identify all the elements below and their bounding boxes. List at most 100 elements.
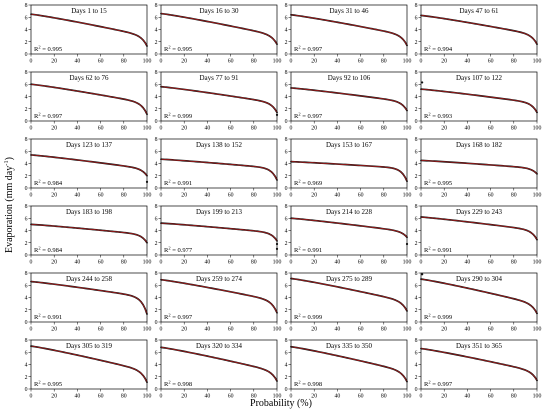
- x-tick-label: 60: [488, 327, 494, 333]
- y-tick-label: 0: [285, 186, 288, 192]
- panel-frame: [290, 71, 408, 122]
- observed-series: [160, 158, 278, 181]
- x-tick-label: 0: [30, 260, 33, 266]
- fitted-series: [420, 216, 538, 240]
- x-tick-label: 100: [273, 260, 282, 266]
- x-tick-label: 40: [205, 193, 211, 199]
- r-squared-label: R2 = 0.984: [34, 179, 63, 188]
- r-squared-label: R2 = 0.977: [164, 246, 193, 255]
- outlier-point: [421, 81, 424, 84]
- x-tick-label: 40: [75, 327, 81, 333]
- y-tick-label: 2: [25, 107, 28, 113]
- fitted-series: [290, 346, 408, 382]
- y-tick-label: 2: [415, 308, 418, 314]
- x-tick-label: 0: [290, 394, 293, 400]
- x-tick-label: 40: [465, 126, 471, 132]
- y-tick-label: 8: [155, 271, 158, 277]
- panel-frame: [290, 205, 408, 256]
- fitted-series: [30, 13, 148, 47]
- x-tick-label: 80: [121, 126, 127, 132]
- y-tick-label: 0: [415, 253, 418, 259]
- x-tick-label: 20: [51, 59, 57, 65]
- r-squared-label: R2 = 0.969: [294, 179, 322, 188]
- x-tick-label: 60: [488, 260, 494, 266]
- x-tick-label: 0: [30, 59, 33, 65]
- y-tick-label: 4: [25, 229, 28, 235]
- x-tick-label: 60: [98, 260, 104, 266]
- x-tick-label: 20: [441, 59, 447, 65]
- x-tick-label: 40: [335, 193, 341, 199]
- y-tick-label: 0: [155, 387, 158, 393]
- y-tick-label: 0: [155, 52, 158, 58]
- y-tick-label: 4: [25, 162, 28, 168]
- observed-series: [160, 222, 278, 242]
- panel-frame: [30, 138, 148, 189]
- x-tick-label: 40: [75, 394, 81, 400]
- r-squared-label: R2 = 0.995: [34, 380, 62, 389]
- y-tick-label: 6: [285, 283, 288, 289]
- x-tick-label: 80: [511, 327, 517, 333]
- x-tick-label: 60: [358, 193, 364, 199]
- panel-frame: [160, 205, 278, 256]
- x-tick-label: 20: [311, 59, 317, 65]
- x-tick-label: 60: [228, 193, 234, 199]
- y-tick-label: 6: [25, 149, 28, 155]
- x-tick-label: 100: [273, 394, 282, 400]
- y-tick-label: 6: [285, 149, 288, 155]
- fitted-series: [290, 161, 408, 182]
- x-tick-label: 60: [358, 126, 364, 132]
- x-tick-label: 0: [290, 327, 293, 333]
- y-tick-label: 6: [415, 350, 418, 356]
- panel-title: Days 16 to 30: [199, 7, 239, 15]
- panel-title: Days 259 to 274: [196, 275, 243, 283]
- y-tick-label: 8: [155, 70, 158, 76]
- x-tick-label: 60: [228, 59, 234, 65]
- x-tick-label: 80: [121, 59, 127, 65]
- y-tick-label: 2: [155, 107, 158, 113]
- r-squared-label: R2 = 0.993: [424, 112, 452, 121]
- y-tick-label: 6: [285, 15, 288, 21]
- x-tick-label: 0: [160, 126, 163, 132]
- x-tick-label: 0: [30, 126, 33, 132]
- fitted-series: [290, 14, 408, 46]
- y-tick-label: 8: [285, 3, 288, 9]
- fitted-series: [160, 222, 278, 242]
- y-tick-label: 0: [155, 253, 158, 259]
- observed-series: [420, 278, 538, 315]
- panel-title: Days 123 to 137: [66, 141, 113, 149]
- y-tick-label: 8: [25, 338, 28, 344]
- x-tick-label: 100: [403, 193, 412, 199]
- x-tick-label: 40: [205, 327, 211, 333]
- y-tick-label: 2: [25, 308, 28, 314]
- x-tick-label: 0: [30, 327, 33, 333]
- panel-title: Days 214 to 228: [326, 208, 373, 216]
- panel-frame: [420, 339, 538, 390]
- y-tick-label: 2: [155, 174, 158, 180]
- y-tick-label: 6: [285, 350, 288, 356]
- y-tick-label: 8: [25, 204, 28, 210]
- r-squared-label: R2 = 0.995: [34, 45, 62, 54]
- y-tick-label: 0: [25, 320, 28, 326]
- y-tick-label: 2: [155, 375, 158, 381]
- panel-title: Days 168 to 182: [456, 141, 503, 149]
- panel-title: Days 229 to 243: [456, 208, 503, 216]
- panel-frame: [160, 4, 278, 55]
- x-tick-label: 100: [273, 327, 282, 333]
- panel-frame: [30, 4, 148, 55]
- y-tick-label: 6: [25, 216, 28, 222]
- x-tick-label: 0: [290, 193, 293, 199]
- y-tick-label: 8: [25, 70, 28, 76]
- y-tick-label: 0: [415, 387, 418, 393]
- y-tick-label: 2: [25, 174, 28, 180]
- observed-series: [30, 280, 148, 315]
- x-tick-label: 40: [335, 260, 341, 266]
- panel-frame: [160, 272, 278, 323]
